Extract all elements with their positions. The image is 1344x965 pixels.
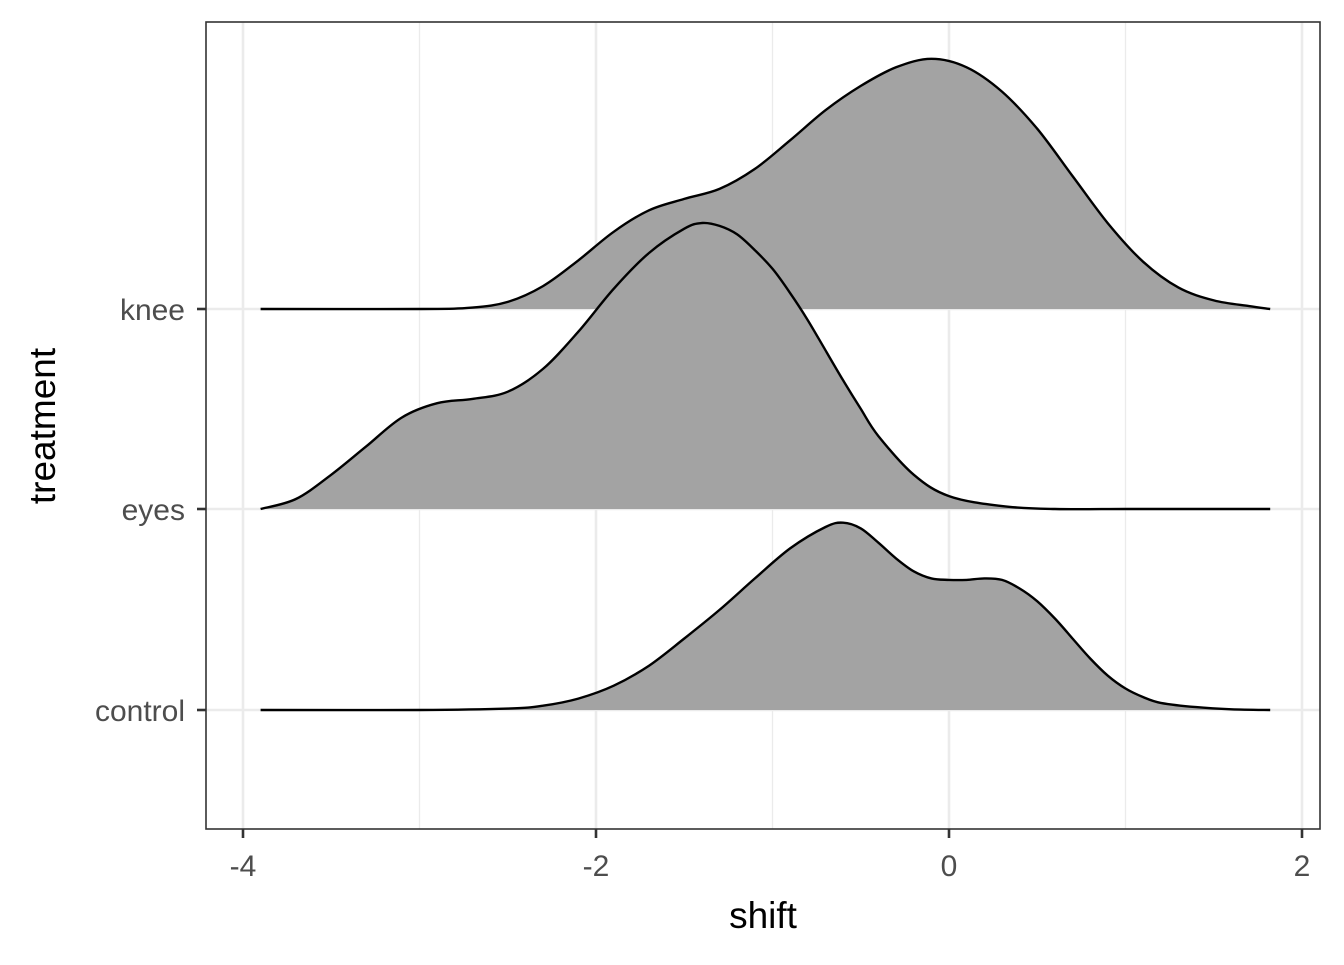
x-tick-label: -2 <box>583 850 610 883</box>
y-axis-title: treatment <box>22 347 63 504</box>
x-tick-label: 0 <box>941 850 958 883</box>
x-tick-label: -4 <box>230 850 257 883</box>
ridge-outline-control <box>260 521 1271 712</box>
x-axis-title: shift <box>729 895 798 936</box>
ridge-area-control <box>260 522 1271 711</box>
y-tick-label-knee: knee <box>120 294 185 327</box>
y-tick-label-control: control <box>95 695 185 728</box>
panel-border <box>205 21 1321 830</box>
ridge-layer <box>260 57 1271 712</box>
ridge-area-knee <box>260 58 1271 310</box>
axis-layer: -4 -2 0 2 control eyes knee <box>95 294 1310 883</box>
ridge-outline-knee <box>260 57 1271 311</box>
ridge-area-eyes <box>260 222 1271 510</box>
y-tick-label-eyes: eyes <box>122 494 185 527</box>
ridge-outline-eyes <box>260 221 1271 511</box>
x-tick-label: 2 <box>1294 850 1311 883</box>
